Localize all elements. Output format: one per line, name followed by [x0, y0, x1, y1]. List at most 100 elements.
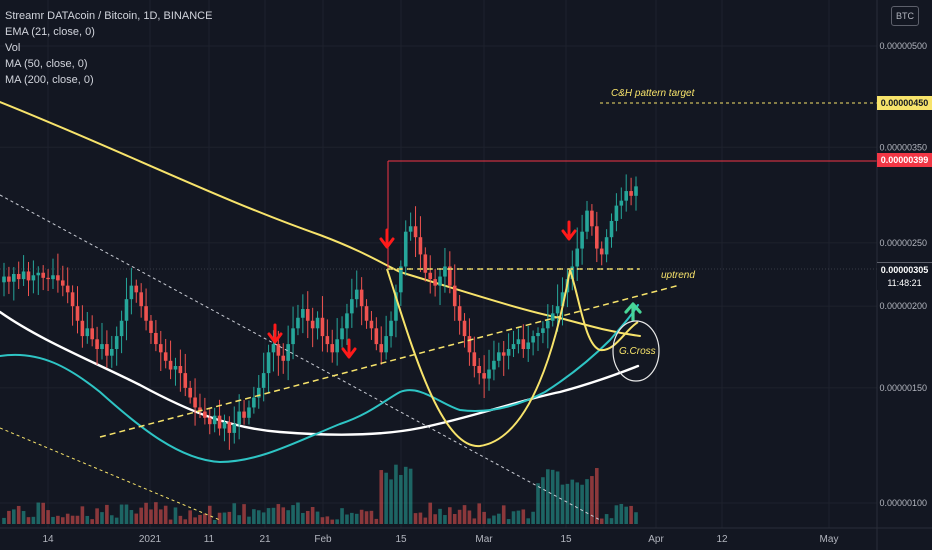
candle-body	[188, 387, 192, 398]
candle-body	[590, 210, 594, 227]
candle-body	[614, 205, 619, 221]
volume-bar	[614, 505, 619, 524]
candle-body	[541, 328, 545, 333]
currency-badge[interactable]: BTC	[891, 6, 919, 26]
volume-bar	[11, 509, 16, 524]
volume-bar	[252, 509, 256, 524]
volume-bar	[443, 515, 447, 524]
candle-body	[114, 336, 119, 350]
volume-bar	[389, 479, 393, 524]
volume-bar	[158, 509, 163, 524]
volume-bar	[271, 507, 276, 524]
volume-bar	[413, 513, 418, 524]
legend-vol[interactable]: Vol	[5, 42, 21, 54]
candle-body	[374, 328, 379, 345]
down-arrow-icon	[561, 220, 577, 241]
volume-bar	[315, 511, 320, 524]
candle-body	[217, 415, 222, 429]
volume-bar	[457, 509, 462, 524]
volume-bar	[487, 518, 491, 524]
volume-bar	[399, 474, 403, 524]
candle-body	[261, 373, 266, 388]
candle-body	[619, 200, 624, 206]
volume-bar	[232, 503, 237, 524]
up-arrow-icon	[624, 302, 642, 322]
candle-body	[359, 289, 364, 307]
indicator-lines	[0, 101, 641, 464]
volume-bar	[575, 482, 580, 524]
volume-bar	[536, 483, 540, 524]
volume-bar	[531, 511, 535, 524]
drawings: C&H pattern target uptrend G.Cross	[0, 88, 877, 521]
volume-bar	[354, 513, 359, 524]
volume-bar	[374, 518, 379, 524]
candle-body	[560, 292, 565, 307]
y-tick-label: 0.00000200	[879, 301, 927, 311]
volume-bar	[560, 484, 565, 524]
candle-body	[497, 352, 501, 361]
candle-body	[487, 369, 491, 379]
candle-body	[379, 344, 384, 353]
gcross-label: G.Cross	[619, 346, 656, 357]
candle-body	[354, 289, 359, 300]
volume-bar	[403, 466, 408, 524]
volume-bar	[585, 479, 589, 524]
candle-body	[364, 306, 369, 321]
candle-body	[31, 275, 36, 281]
candle-body	[51, 275, 55, 280]
candle-body	[457, 306, 462, 321]
candle-body	[222, 422, 227, 429]
candle-body	[624, 191, 629, 201]
volume-bar	[511, 511, 516, 524]
candle-body	[301, 309, 305, 318]
candle-body	[158, 344, 163, 353]
volume-bar	[619, 503, 624, 524]
volume-bar	[394, 464, 398, 524]
volume-bar	[36, 502, 41, 524]
candle-body	[433, 279, 437, 286]
candle-body	[163, 352, 168, 361]
volume-bar	[139, 507, 143, 524]
volume-bar	[433, 514, 437, 524]
candle-body	[266, 352, 271, 374]
volume-bar	[438, 508, 442, 524]
volume-bar	[75, 515, 80, 524]
volume-bar	[60, 517, 65, 524]
volume-bar	[516, 510, 521, 524]
legend-ma200[interactable]: MA (200, close, 0)	[5, 74, 94, 86]
down-arrow-icon	[267, 323, 283, 344]
candle-body	[105, 344, 109, 356]
volume-bar	[590, 476, 594, 524]
candle-body	[403, 231, 408, 267]
candle-body	[482, 373, 486, 379]
candle-body	[286, 344, 290, 361]
volume-bar	[448, 507, 452, 524]
candle-body	[129, 285, 134, 300]
volume-bar	[105, 504, 109, 524]
volume-bar	[477, 503, 482, 524]
candle-body	[227, 422, 232, 433]
volume-bar	[212, 519, 217, 524]
legend-ema[interactable]: EMA (21, close, 0)	[5, 26, 95, 38]
volume-bar	[335, 519, 339, 524]
volume-bar	[325, 516, 330, 524]
candle-body	[413, 226, 418, 238]
candle-body	[452, 285, 457, 307]
price-tag-resistance: 0.00000399	[877, 153, 932, 167]
volume-bar	[16, 505, 21, 524]
volume-bar	[124, 504, 129, 524]
candle-body	[462, 320, 467, 337]
legend-ma50[interactable]: MA (50, close, 0)	[5, 58, 88, 70]
candle-body	[16, 274, 21, 280]
volume-bar	[359, 509, 364, 524]
volume-bar	[305, 510, 310, 524]
volume-bar	[65, 513, 70, 524]
volume-bar	[604, 514, 609, 524]
price-tag-target: 0.00000450	[877, 96, 932, 110]
candle-body	[193, 397, 197, 408]
candle-body	[80, 320, 85, 337]
volume-bar	[462, 505, 467, 524]
volume-bar	[227, 511, 232, 524]
candle-body	[418, 237, 423, 255]
